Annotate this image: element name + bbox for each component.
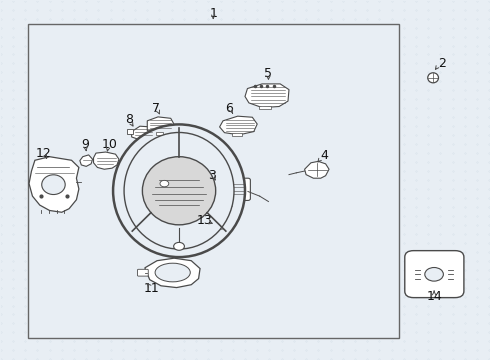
Text: 6: 6 [225, 102, 233, 115]
Bar [232, 134, 242, 136]
Text: 5: 5 [265, 67, 272, 80]
Ellipse shape [124, 132, 234, 249]
Text: 9: 9 [81, 138, 89, 151]
FancyBboxPatch shape [138, 269, 148, 276]
Polygon shape [245, 84, 289, 108]
FancyBboxPatch shape [203, 223, 225, 234]
Polygon shape [147, 117, 174, 134]
Text: 2: 2 [439, 57, 446, 70]
Ellipse shape [173, 242, 184, 250]
Text: 12: 12 [36, 147, 51, 159]
Text: 3: 3 [208, 169, 216, 182]
Ellipse shape [42, 175, 65, 194]
Text: 13: 13 [197, 214, 213, 227]
Text: 8: 8 [125, 113, 133, 126]
Polygon shape [220, 116, 257, 135]
Text: 14: 14 [426, 290, 442, 303]
Ellipse shape [143, 157, 216, 225]
Text: 10: 10 [101, 138, 117, 150]
FancyBboxPatch shape [210, 199, 235, 211]
Ellipse shape [113, 125, 245, 257]
Polygon shape [305, 161, 329, 178]
Polygon shape [94, 152, 119, 169]
Text: 1: 1 [209, 7, 217, 20]
Bar [27, 24, 399, 338]
FancyBboxPatch shape [405, 251, 464, 298]
Ellipse shape [160, 180, 169, 187]
Polygon shape [132, 126, 155, 140]
Bar [156, 132, 163, 135]
Text: 11: 11 [143, 282, 159, 295]
Polygon shape [145, 258, 200, 288]
Polygon shape [29, 157, 79, 212]
Text: 4: 4 [320, 149, 328, 162]
Polygon shape [80, 155, 93, 166]
Ellipse shape [428, 73, 439, 83]
Ellipse shape [425, 267, 443, 281]
Bar [259, 106, 271, 109]
Ellipse shape [155, 263, 190, 282]
Bar [127, 130, 133, 134]
FancyBboxPatch shape [207, 178, 250, 201]
Text: 7: 7 [152, 102, 160, 115]
